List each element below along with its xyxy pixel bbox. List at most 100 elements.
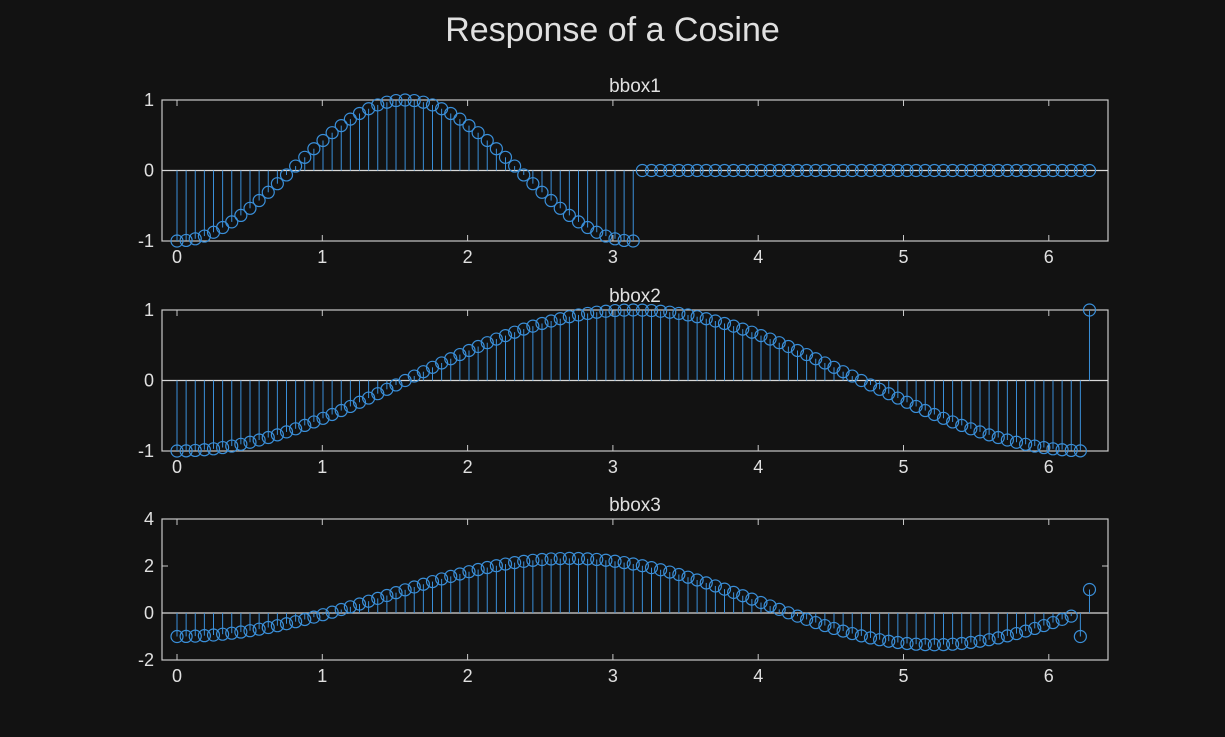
stem-marker [736,322,750,336]
stem-marker [206,442,221,456]
stem-marker [790,609,805,623]
stem-marker [1000,629,1014,643]
stem-marker [982,633,996,647]
stem-marker [772,602,786,616]
stem-marker [745,325,759,339]
stem-marker [1046,442,1060,456]
stem-marker [827,163,841,178]
stem-marker [261,185,275,199]
stem-marker [736,589,750,603]
stem-marker [863,163,878,178]
stem-marker [845,163,859,178]
x-tick-label: 3 [608,666,618,686]
stem-marker [526,319,540,333]
stem-marker [498,557,513,571]
stem-marker [818,618,832,633]
stem-marker [1009,626,1024,641]
stem-marker [462,118,476,133]
stem-marker [407,369,421,383]
stem-marker [918,403,932,418]
stem-marker [617,555,631,570]
stem-marker [736,163,750,178]
stem-marker [197,443,211,457]
stem-marker [252,193,266,208]
stem-marker [1037,163,1051,178]
stem-marker [334,403,348,418]
stem-marker [936,411,951,425]
stem-marker [480,133,494,148]
stem-marker [371,387,385,401]
stem-marker [672,306,686,321]
stem-marker [873,163,887,178]
stem-marker [1082,163,1097,178]
stem-marker [325,407,339,422]
y-tick-label: 1 [144,300,154,320]
stem-marker [362,102,376,116]
stem-marker [927,407,941,422]
stem-marker [626,557,640,571]
stem-marker [425,574,440,589]
stem-marker [453,567,467,581]
x-tick-label: 1 [317,457,327,477]
stem-marker [517,168,531,182]
stem-marker [234,208,248,223]
stem-marker [599,553,613,567]
y-tick-label: 0 [144,371,154,391]
stem-marker [489,332,503,346]
stem-marker [316,133,330,148]
stem-marker [316,608,330,622]
stem-marker [398,583,412,597]
stem-marker [772,336,786,350]
stem-marker [818,163,832,178]
stem-marker [371,98,385,112]
y-tick-label: -1 [138,441,154,461]
stem-marker [1009,435,1024,449]
stem-marker [690,163,704,178]
stem-marker [809,163,823,178]
stem-marker [562,551,576,566]
stem-marker [453,112,467,126]
stem-marker [654,563,668,577]
x-tick-label: 5 [898,666,908,686]
stem-marker [261,620,275,635]
x-tick-label: 0 [172,666,182,686]
stem-marker [964,422,978,436]
x-tick-label: 2 [463,457,473,477]
stem-marker [498,150,513,164]
stem-marker [225,439,239,453]
stem-marker [535,185,549,199]
stem-marker [663,305,677,319]
x-tick-label: 3 [608,247,618,267]
stem-marker [973,163,987,178]
stem-marker [699,163,713,178]
stem-marker [863,378,878,392]
stem-marker [836,624,850,638]
stem-marker [197,629,211,643]
stem-marker [571,551,586,566]
stem-marker [909,163,923,178]
stem-marker [608,232,622,246]
stem-marker [581,552,595,566]
x-tick-label: 6 [1044,247,1054,267]
stem-marker [955,163,969,178]
stem-marker [170,234,184,248]
y-tick-label: -2 [138,650,154,670]
stem-marker [745,592,759,606]
stem-marker [964,163,978,178]
stem-marker [380,382,394,396]
stem-marker [1009,163,1024,178]
stem-marker [234,625,248,639]
x-tick-label: 6 [1044,666,1054,686]
stem-marker [991,430,1005,445]
stem-marker [471,126,485,140]
stem-marker [252,433,266,447]
stem-marker [1082,303,1097,317]
stem-marker [307,415,321,429]
stem-marker [717,316,732,331]
stem-marker [188,232,202,246]
stem-marker [298,150,312,164]
stem-marker [298,418,312,433]
stem-marker [581,306,595,321]
stem-marker [955,418,969,433]
